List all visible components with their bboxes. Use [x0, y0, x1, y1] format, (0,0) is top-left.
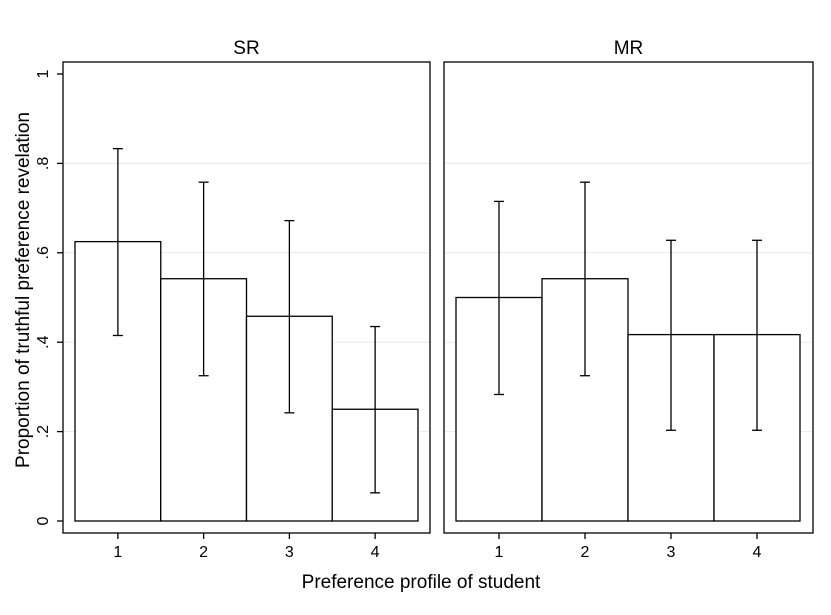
x-tick-label: 4 [753, 544, 762, 561]
panel-frame-mr [443, 61, 814, 534]
y-tick-label: .2 [35, 425, 52, 438]
x-tick-label: 3 [285, 544, 294, 561]
error-bar-mr-1 [494, 200, 504, 396]
panel-frames [62, 61, 814, 534]
x-tick-label: 1 [113, 544, 122, 561]
x-tick-label: 2 [581, 544, 590, 561]
y-axis-title: Proportion of truthful preference revela… [13, 112, 34, 468]
panel-title-sr: SR [233, 38, 259, 59]
x-axis-title: Preference profile of student [302, 572, 541, 593]
y-tick-label: .4 [35, 335, 52, 348]
error-bars [112, 147, 762, 494]
axes [57, 73, 758, 539]
error-bar-mr-2 [580, 181, 590, 377]
error-bar-sr-4 [370, 325, 381, 494]
x-tick-label: 4 [371, 544, 380, 561]
error-bar-mr-3 [666, 239, 676, 431]
x-tick-label: 1 [495, 544, 504, 561]
bars [74, 240, 801, 522]
x-tick-label: 2 [199, 544, 208, 561]
labels: SR 1 2 3 4 0 .2 .4 .6 .8 1 MR 1 2 3 4 [35, 38, 762, 561]
x-tick-label: 3 [667, 544, 676, 561]
error-bar-mr-4 [752, 239, 762, 431]
y-tick-label: .8 [35, 157, 52, 170]
y-tick-label: 1 [35, 69, 52, 78]
y-tick-label: .6 [35, 246, 52, 259]
y-tick-label: 0 [35, 516, 52, 525]
error-bar-sr-2 [198, 181, 209, 377]
panel-title-mr: MR [614, 38, 644, 59]
error-bar-sr-3 [284, 219, 295, 414]
panel-frame-sr [62, 61, 431, 534]
error-bar-sr-1 [112, 147, 123, 337]
